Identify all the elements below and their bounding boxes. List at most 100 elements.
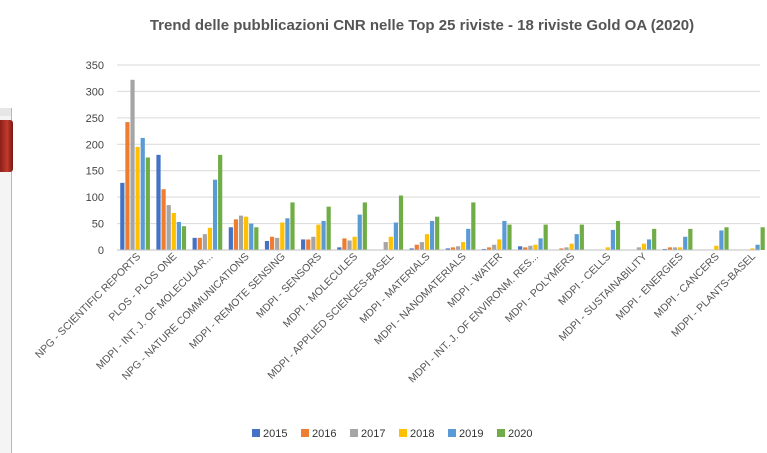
bar xyxy=(280,222,285,250)
bar xyxy=(507,224,512,250)
bar xyxy=(471,202,476,250)
bar xyxy=(528,245,533,250)
chart-title: Trend delle pubblicazioni CNR nelle Top … xyxy=(150,17,694,34)
bar xyxy=(316,224,321,250)
legend-label: 2015 xyxy=(263,428,287,440)
bar xyxy=(646,239,652,250)
bar xyxy=(481,248,487,250)
legend-label: 2018 xyxy=(410,428,434,440)
bar xyxy=(398,195,404,250)
legend-swatch xyxy=(497,429,505,437)
bar xyxy=(455,246,461,250)
bar xyxy=(615,220,621,250)
bar xyxy=(414,244,419,250)
bar xyxy=(264,241,270,250)
y-tick-label: 350 xyxy=(86,60,104,72)
y-tick-label: 250 xyxy=(86,113,104,125)
bar xyxy=(678,247,683,250)
bar xyxy=(192,237,197,250)
bar xyxy=(518,246,523,250)
bar xyxy=(610,229,615,250)
x-tick-label: MDPI - INT. J. OF ENVIRONM. RES... xyxy=(406,251,541,386)
legend-label: 2017 xyxy=(361,428,385,440)
bar xyxy=(254,227,259,250)
bar xyxy=(321,220,326,250)
bar xyxy=(306,239,311,250)
bar xyxy=(145,157,150,250)
bar xyxy=(249,223,254,250)
bar xyxy=(352,236,357,250)
bar xyxy=(688,228,693,250)
legend-swatch xyxy=(301,429,309,437)
y-tick-label: 150 xyxy=(86,166,104,178)
bar xyxy=(357,214,362,250)
bar xyxy=(207,227,213,250)
bar xyxy=(202,234,207,250)
y-tick-label: 0 xyxy=(98,245,104,257)
bar xyxy=(445,248,450,250)
bar xyxy=(135,146,140,250)
bar xyxy=(337,247,342,250)
bar xyxy=(362,202,367,250)
bar xyxy=(523,247,528,250)
legend-swatch xyxy=(448,429,456,437)
bar xyxy=(487,247,492,250)
bar xyxy=(233,219,239,250)
bar xyxy=(301,239,306,250)
bar xyxy=(605,247,610,250)
x-tick-label: MDPI - POLYMERS xyxy=(503,251,577,325)
bar xyxy=(760,227,765,250)
bar xyxy=(342,238,347,250)
bar xyxy=(492,244,497,250)
bar xyxy=(275,237,280,250)
bar xyxy=(244,216,249,250)
legend-swatch xyxy=(399,429,407,437)
bar xyxy=(388,236,393,250)
bar xyxy=(161,189,166,250)
bar xyxy=(564,247,569,250)
bar xyxy=(290,202,295,250)
legend-swatch xyxy=(252,429,260,437)
bar xyxy=(140,137,145,250)
bar xyxy=(750,248,755,250)
bar xyxy=(559,248,564,250)
bar xyxy=(450,247,456,250)
bar xyxy=(212,179,218,250)
bar xyxy=(393,222,398,250)
bar xyxy=(424,234,430,250)
side-panel xyxy=(0,108,12,453)
bar xyxy=(719,230,724,250)
bar xyxy=(466,228,471,250)
bar xyxy=(641,243,647,250)
bar xyxy=(218,154,223,250)
legend-label: 2019 xyxy=(459,428,483,440)
bar xyxy=(429,220,435,250)
bar xyxy=(667,247,673,250)
y-tick-label: 100 xyxy=(86,192,104,204)
legend-label: 2020 xyxy=(508,428,532,440)
bar xyxy=(461,242,466,250)
bar xyxy=(409,248,414,250)
x-tick-label: NPG - NATURE COMMUNICATIONS xyxy=(120,251,252,383)
legend-label: 2016 xyxy=(312,428,336,440)
bar xyxy=(636,247,641,250)
bar xyxy=(285,218,290,250)
bar xyxy=(502,220,507,250)
bar xyxy=(755,244,760,250)
bar xyxy=(125,122,130,250)
bar xyxy=(714,245,719,250)
x-tick-label: MDPI - CANCERS xyxy=(652,251,722,321)
bar xyxy=(652,228,657,250)
bar xyxy=(579,224,584,250)
y-tick-label: 300 xyxy=(86,86,104,98)
bar xyxy=(120,182,125,250)
bar xyxy=(130,79,135,250)
bar xyxy=(326,206,331,250)
bar xyxy=(672,247,678,250)
side-tab-handle[interactable] xyxy=(0,120,13,172)
side-panel-header xyxy=(0,108,11,116)
bar xyxy=(270,236,275,250)
bar xyxy=(538,238,543,250)
legend-swatch xyxy=(350,429,358,437)
